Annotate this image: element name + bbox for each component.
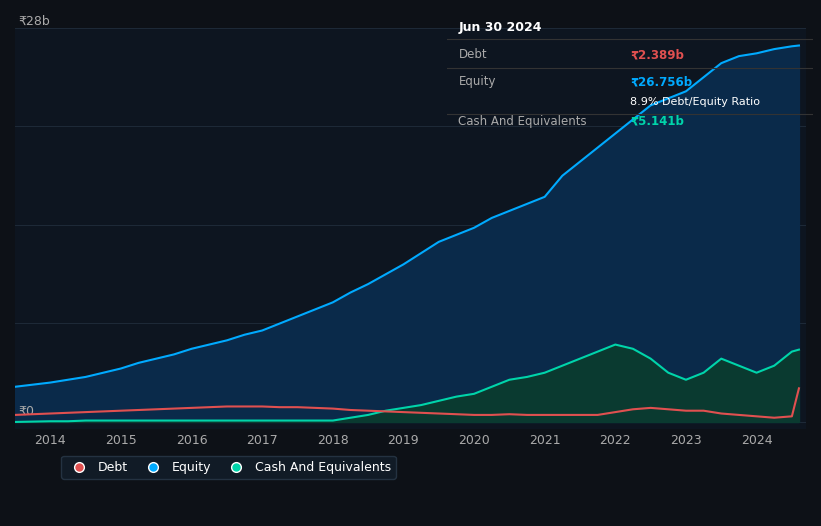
Text: ₹26.756b: ₹26.756b bbox=[631, 75, 692, 88]
Text: Debt: Debt bbox=[458, 48, 487, 61]
Text: ₹0: ₹0 bbox=[19, 404, 34, 418]
Text: ₹2.389b: ₹2.389b bbox=[631, 48, 684, 61]
Text: Equity: Equity bbox=[458, 75, 496, 88]
Text: ₹5.141b: ₹5.141b bbox=[631, 115, 684, 128]
Text: 8.9% Debt/Equity Ratio: 8.9% Debt/Equity Ratio bbox=[631, 97, 760, 107]
Legend: Debt, Equity, Cash And Equivalents: Debt, Equity, Cash And Equivalents bbox=[62, 456, 396, 479]
Text: Jun 30 2024: Jun 30 2024 bbox=[458, 21, 542, 34]
Text: ₹28b: ₹28b bbox=[19, 15, 50, 28]
Text: Cash And Equivalents: Cash And Equivalents bbox=[458, 115, 587, 128]
